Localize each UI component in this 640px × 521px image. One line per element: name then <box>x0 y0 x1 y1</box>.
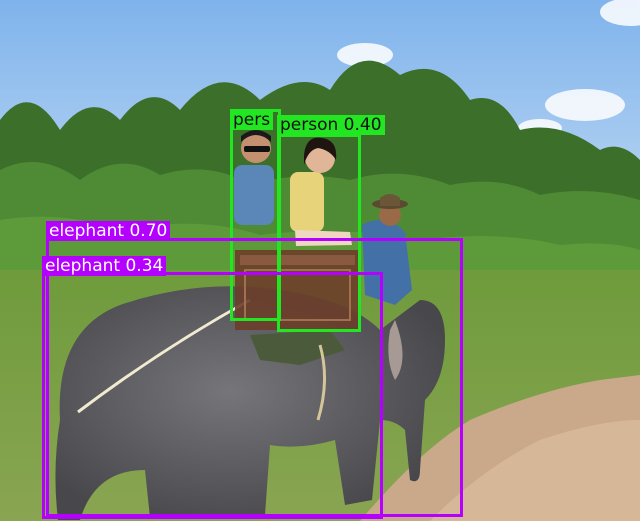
person-label-2: person 0.40 <box>277 115 385 135</box>
person-label-1: pers <box>230 110 273 130</box>
elephant-box-2 <box>42 272 383 519</box>
elephant-label-1: elephant 0.70 <box>46 221 170 241</box>
elephant-label-2: elephant 0.34 <box>42 256 166 276</box>
